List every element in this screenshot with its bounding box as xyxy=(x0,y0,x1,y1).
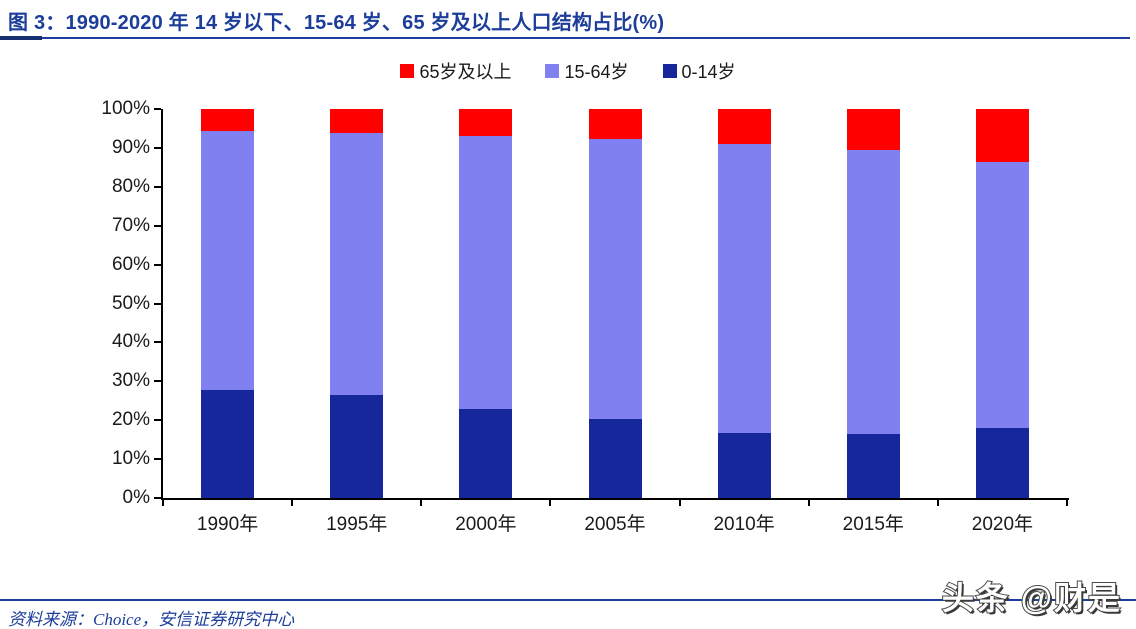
bar-segment xyxy=(330,394,384,498)
bar-segment xyxy=(717,143,771,434)
y-axis-label: 80% xyxy=(111,175,150,197)
y-axis-label: 30% xyxy=(111,370,150,392)
x-axis-label: 2010年 xyxy=(713,514,775,535)
footer-rule xyxy=(0,599,1136,601)
legend-swatch xyxy=(662,64,677,78)
bar-segment xyxy=(588,109,642,139)
legend-item: 0-14岁 xyxy=(662,58,736,84)
bar-segment xyxy=(975,428,1029,498)
y-axis-label: 100% xyxy=(101,98,150,119)
figure-title: 图 3：1990-2020 年 14 岁以下、15-64 岁、65 岁及以上人口… xyxy=(8,12,665,34)
bar-segment xyxy=(459,109,513,137)
x-axis-tick xyxy=(807,500,810,506)
x-axis-tick xyxy=(678,500,681,506)
y-axis-tick xyxy=(154,341,161,344)
legend-label: 0-14岁 xyxy=(681,62,736,82)
y-axis-tick xyxy=(154,185,161,188)
y-axis-tick xyxy=(154,224,161,227)
title-rule xyxy=(0,37,1130,39)
y-axis-tick xyxy=(154,380,161,383)
bar-segment xyxy=(330,109,384,134)
x-axis-label: 2000年 xyxy=(455,514,517,535)
y-axis-tick xyxy=(154,108,161,110)
y-axis-tick xyxy=(154,263,161,266)
x-axis-tick xyxy=(162,500,164,506)
bar-segment xyxy=(201,109,255,131)
legend-item: 65岁及以上 xyxy=(400,58,511,84)
x-axis-tick xyxy=(291,500,294,506)
legend-label: 15-64岁 xyxy=(564,62,629,82)
legend-item: 15-64岁 xyxy=(545,58,629,84)
plot-area: 0% 10% 20% 30% 40% 50% 60% 70% 80% 90% 100% 1990年 19… xyxy=(101,98,1069,535)
chart-legend: 65岁及以上 15-64岁 0-14岁 xyxy=(0,58,1136,84)
y-axis-tick xyxy=(154,458,161,461)
x-axis-tick xyxy=(420,500,423,506)
y-axis-label: 40% xyxy=(111,331,150,353)
legend-swatch xyxy=(400,64,415,78)
bar-segment xyxy=(846,433,900,498)
y-axis-tick xyxy=(154,497,161,499)
legend-swatch xyxy=(545,64,560,78)
y-axis-label: 90% xyxy=(111,136,150,158)
watermark: 头条 @财是 xyxy=(941,579,1122,617)
bar-segment xyxy=(330,133,384,395)
bar-segment xyxy=(975,109,1029,162)
source-note: 资料来源：Choice，安信证券研究中心 xyxy=(8,610,295,629)
x-axis-tick xyxy=(549,500,552,506)
bar-segment xyxy=(588,138,642,420)
bar-segment xyxy=(201,390,255,498)
bar-segment xyxy=(459,408,513,498)
legend-label: 65岁及以上 xyxy=(419,62,512,82)
bar-segment xyxy=(717,109,771,144)
y-axis-label: 20% xyxy=(111,409,150,431)
y-axis-label: 70% xyxy=(111,214,150,236)
y-axis-label: 10% xyxy=(111,448,150,470)
x-axis-label: 2020年 xyxy=(971,514,1034,535)
y-axis-label: 50% xyxy=(111,292,150,314)
x-axis-line xyxy=(161,498,1069,500)
x-axis-label: 2015年 xyxy=(842,514,904,535)
bar-segment xyxy=(846,149,900,434)
bar-segment xyxy=(201,130,255,391)
x-axis-tick xyxy=(936,500,939,506)
y-axis-tick xyxy=(154,419,161,422)
y-axis-line xyxy=(161,109,163,500)
y-axis-tick xyxy=(154,302,161,305)
bar-segment xyxy=(588,419,642,498)
x-axis-label: 1995年 xyxy=(326,514,388,535)
title-rule-accent xyxy=(0,36,42,40)
y-axis-label: 0% xyxy=(122,487,150,508)
x-axis-tick xyxy=(1066,500,1068,506)
y-axis-tick xyxy=(154,146,161,149)
bar-segment xyxy=(717,433,771,498)
y-axis-label: 60% xyxy=(111,253,150,275)
bar-segment xyxy=(459,136,513,409)
x-axis-label: 2005年 xyxy=(584,514,646,535)
x-axis-label: 1990年 xyxy=(196,514,259,535)
bar-segment xyxy=(975,161,1029,429)
bar-segment xyxy=(846,109,900,150)
